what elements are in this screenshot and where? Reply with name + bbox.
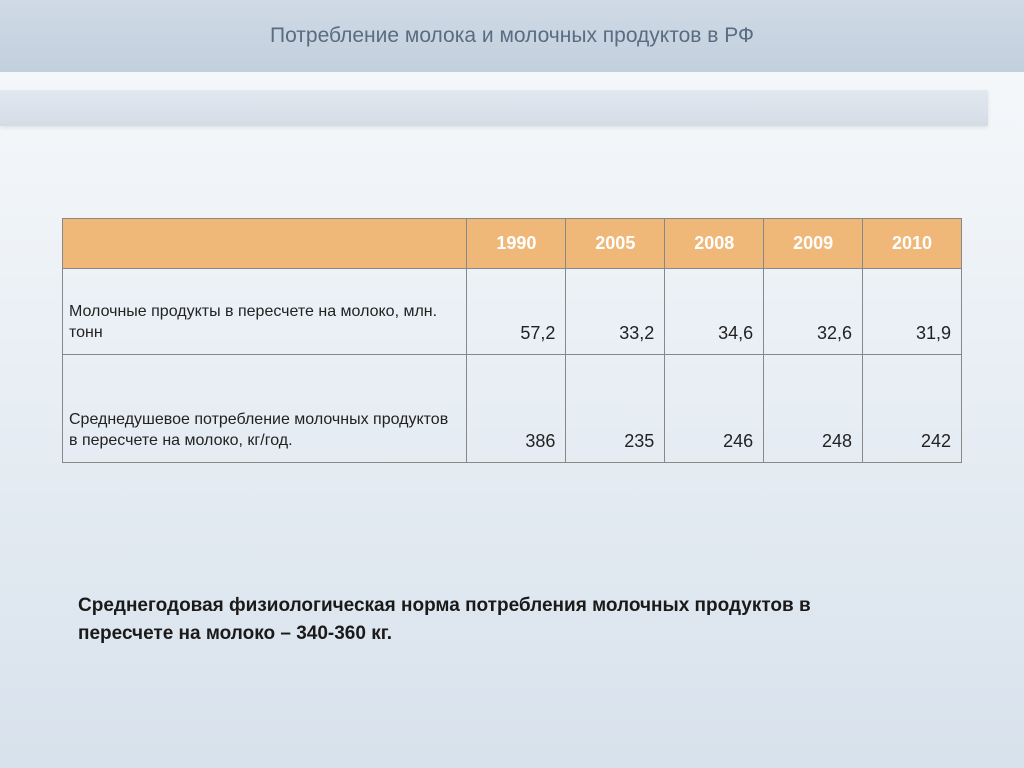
- header-year: 1990: [467, 219, 566, 269]
- table-row: Молочные продукты в пересчете на молоко,…: [63, 269, 962, 355]
- header-year: 2009: [764, 219, 863, 269]
- row-value: 242: [863, 355, 962, 463]
- data-table: 1990 2005 2008 2009 2010 Молочные продук…: [62, 218, 962, 463]
- header-year: 2010: [863, 219, 962, 269]
- sub-header-bar: [0, 90, 988, 126]
- row-value: 31,9: [863, 269, 962, 355]
- table-row: Среднедушевое потребление молочных проду…: [63, 355, 962, 463]
- page-title: Потребление молока и молочных продуктов …: [270, 24, 754, 48]
- table-header-row: 1990 2005 2008 2009 2010: [63, 219, 962, 269]
- row-label: Молочные продукты в пересчете на молоко,…: [63, 269, 467, 355]
- header-bar: Потребление молока и молочных продуктов …: [0, 0, 1024, 72]
- header-year: 2008: [665, 219, 764, 269]
- row-value: 235: [566, 355, 665, 463]
- row-value: 32,6: [764, 269, 863, 355]
- header-empty-cell: [63, 219, 467, 269]
- row-value: 246: [665, 355, 764, 463]
- data-table-container: 1990 2005 2008 2009 2010 Молочные продук…: [62, 218, 962, 463]
- row-value: 34,6: [665, 269, 764, 355]
- footnote-text: Среднегодовая физиологическая норма потр…: [78, 592, 898, 647]
- row-value: 386: [467, 355, 566, 463]
- row-value: 248: [764, 355, 863, 463]
- row-value: 57,2: [467, 269, 566, 355]
- header-year: 2005: [566, 219, 665, 269]
- row-label: Среднедушевое потребление молочных проду…: [63, 355, 467, 463]
- row-value: 33,2: [566, 269, 665, 355]
